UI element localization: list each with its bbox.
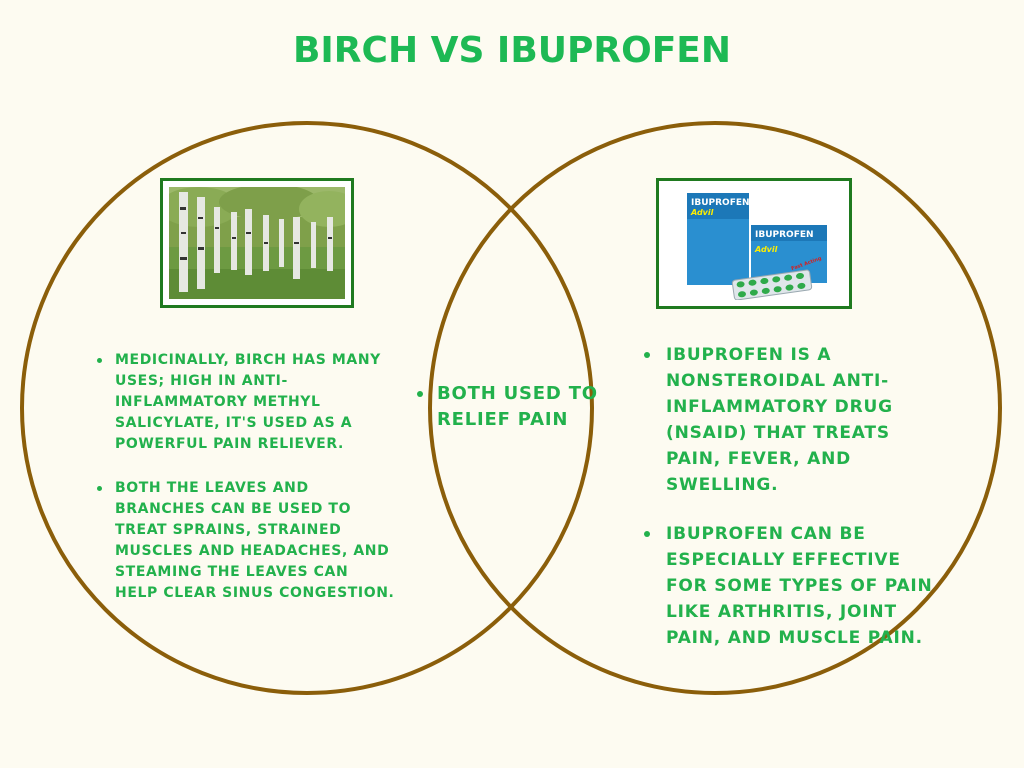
advil-box-label: Advil [690, 208, 714, 217]
bullet-dot [644, 531, 650, 537]
birch-trees-image [169, 187, 345, 299]
list-item: Both the leaves and branches can be used… [95, 478, 395, 604]
right-circle [428, 121, 1002, 695]
bullet-dot [644, 352, 650, 358]
list-item: Both used to relief pain [415, 381, 615, 433]
ibuprofen-advil-image: IBUPROFEN Advil IBUPROFEN Advil Fast Act… [665, 187, 843, 300]
left-circle [20, 121, 594, 695]
bullet-text: Both the leaves and branches can be used… [115, 480, 395, 601]
ibuprofen-photo-frame: IBUPROFEN Advil IBUPROFEN Advil Fast Act… [656, 178, 852, 309]
ibuprofen-facts-list: Ibuprofen is a nonsteroidal anti-inflamm… [642, 342, 942, 674]
bullet-text: Ibuprofen is a nonsteroidal anti-inflamm… [666, 345, 893, 495]
list-item: Ibuprofen can be especially effective fo… [642, 521, 942, 651]
bullet-text: Both used to relief pain [437, 383, 598, 430]
ibuprofen-box-label: IBUPROFEN [691, 198, 750, 208]
bullet-dot [97, 358, 102, 363]
shared-facts-list: Both used to relief pain [415, 381, 615, 433]
birch-facts-list: Medicinally, birch has many uses; high i… [95, 350, 395, 627]
birch-photo-frame [160, 178, 354, 308]
advil-box-label-2: Advil [754, 245, 778, 254]
bullet-dot [417, 391, 423, 397]
bullet-text: Medicinally, birch has many uses; high i… [115, 352, 381, 452]
list-item: Ibuprofen is a nonsteroidal anti-inflamm… [642, 342, 942, 498]
ibuprofen-box-label-2: IBUPROFEN [755, 230, 814, 240]
bullet-dot [97, 486, 102, 491]
page-title: BIRCH VS IBUPROFEN [292, 30, 732, 71]
bullet-text: Ibuprofen can be especially effective fo… [666, 524, 933, 648]
list-item: Medicinally, birch has many uses; high i… [95, 350, 395, 455]
